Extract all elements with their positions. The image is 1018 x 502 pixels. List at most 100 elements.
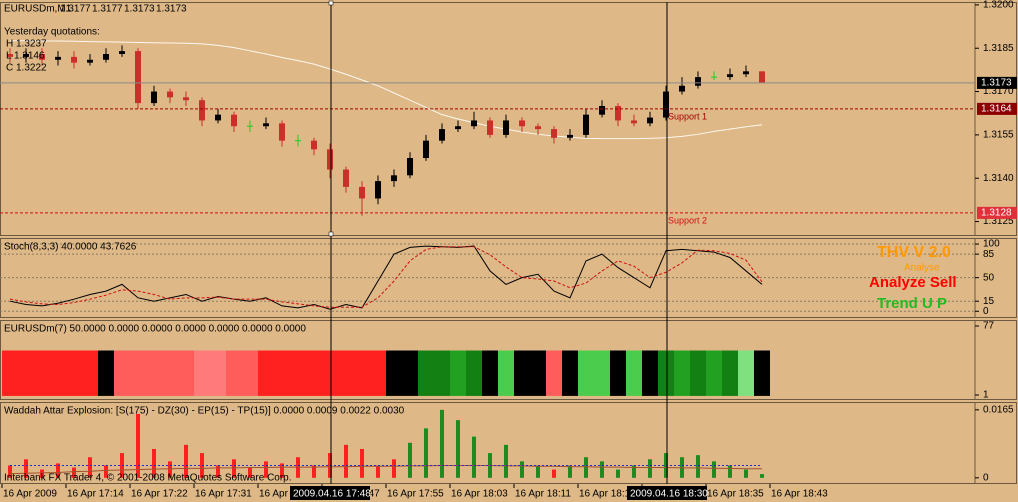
level-box — [977, 102, 1017, 115]
crosshair-time-box — [627, 486, 707, 500]
yesterday-high: H 1.3237 — [6, 39, 47, 50]
bar — [568, 465, 572, 478]
bar — [162, 350, 178, 396]
candle-body — [215, 114, 221, 121]
y-tick-label: 1.3140 — [983, 173, 1014, 184]
x-tick-label: 16 Apr 18:03 — [451, 489, 508, 500]
candle-body — [7, 54, 13, 57]
bar — [104, 465, 108, 478]
bar — [626, 350, 642, 396]
bar — [466, 350, 482, 396]
bar — [130, 350, 146, 396]
y-tick-label: 100 — [983, 239, 1000, 250]
bar — [584, 457, 588, 478]
bar — [552, 469, 556, 478]
bar — [72, 467, 76, 478]
y-tick-label: 0 — [983, 472, 989, 483]
crosshair-time: 2009.04.16 17:48 — [293, 489, 371, 500]
bar — [738, 350, 754, 396]
ohlc-open: 1.3177 — [60, 4, 91, 15]
candle-body — [279, 123, 285, 141]
candle-body — [151, 91, 157, 104]
y-tick-label: 1 — [983, 390, 989, 401]
y-tick-label: 85 — [983, 249, 995, 260]
bar — [66, 350, 82, 396]
bar — [136, 413, 140, 478]
y-tick-label: 50 — [983, 272, 995, 283]
chart-title: EURUSDm,M1 — [4, 4, 72, 15]
candle-body — [183, 97, 189, 101]
candle-body — [663, 91, 669, 118]
bar — [658, 350, 674, 396]
bar — [696, 455, 700, 478]
bar — [450, 350, 466, 396]
bar — [306, 350, 322, 396]
bar — [338, 350, 354, 396]
candle-body — [327, 149, 333, 170]
candle-body — [759, 71, 765, 83]
watermark: Interbank FX Trader 4, © 2001-2008 MetaQ… — [4, 473, 292, 484]
x-tick-label: 16 Apr 2009 — [3, 489, 57, 500]
bar — [264, 461, 268, 478]
ohlc-close: 1.3173 — [156, 4, 187, 15]
y-tick-label: 1.3155 — [983, 130, 1014, 141]
y-tick-label: 1.3200 — [983, 0, 1014, 11]
candle-body — [263, 123, 269, 127]
candle-body — [599, 106, 605, 115]
bar — [386, 350, 402, 396]
level-value: 1.3164 — [981, 104, 1012, 115]
bar — [632, 465, 636, 478]
crosshair-handle — [328, 0, 334, 6]
y-tick-label: 1.3125 — [983, 216, 1014, 227]
panel-title: Stoch(8,3,3) 40.0000 43.7626 — [4, 242, 137, 253]
y-tick-label: 15 — [983, 296, 995, 307]
crosshair-time-box — [290, 486, 370, 500]
y-tick-label: 1.3185 — [983, 43, 1014, 54]
bar — [184, 444, 188, 478]
bar — [514, 350, 530, 396]
bar — [322, 350, 338, 396]
bar — [168, 461, 172, 478]
crosshair-handle — [328, 231, 334, 237]
panel-frame — [0, 320, 1017, 400]
bar — [24, 459, 28, 478]
bar — [456, 420, 460, 478]
x-tick-label: 16 Apr 17:39 — [259, 489, 316, 500]
indicator-line — [9, 464, 762, 475]
level-text: Support 1 — [668, 111, 707, 121]
candle-body — [71, 56, 77, 63]
candle-body — [391, 175, 397, 182]
panel-title: EURUSDm(7) 50.0000 0.0000 0.0000 0.0000 … — [4, 324, 306, 335]
candle-body — [487, 120, 493, 135]
bar — [18, 350, 34, 396]
trend-label: Trend U P — [877, 295, 947, 312]
x-tick-label: 16 Apr 18:35 — [707, 489, 764, 500]
panel-title: Waddah Attar Explosion: [S(175) - DZ(30)… — [4, 406, 405, 417]
bar — [578, 350, 594, 396]
x-tick-label: 16 Apr 17:55 — [387, 489, 444, 500]
candle-body — [583, 114, 589, 135]
bar — [440, 409, 444, 478]
bar — [98, 350, 114, 396]
bar — [402, 350, 418, 396]
candle-body — [535, 126, 541, 130]
indicator-line — [9, 246, 763, 308]
panel-frame — [0, 402, 1017, 484]
candle-body — [375, 181, 381, 199]
bar — [530, 350, 546, 396]
candle-body — [23, 54, 29, 57]
candle-body — [87, 59, 93, 63]
candle-body — [423, 140, 429, 158]
bar — [706, 350, 722, 396]
bar — [536, 465, 540, 478]
candle-body — [727, 74, 733, 78]
crosshair-labels: 2009.04.16 17:48 2009.04.16 18:30 — [290, 486, 708, 500]
bar — [520, 461, 524, 478]
panels: 1.32001.31851.31701.31551.31401.31251.31… — [0, 0, 1017, 484]
x-tick-label: 16 Apr 17:22 — [131, 489, 188, 500]
candle-body — [679, 85, 685, 92]
candle-body — [503, 120, 509, 135]
bar — [642, 350, 658, 396]
ohlc-low: 1.3173 — [124, 4, 155, 15]
candle-body — [199, 100, 205, 121]
